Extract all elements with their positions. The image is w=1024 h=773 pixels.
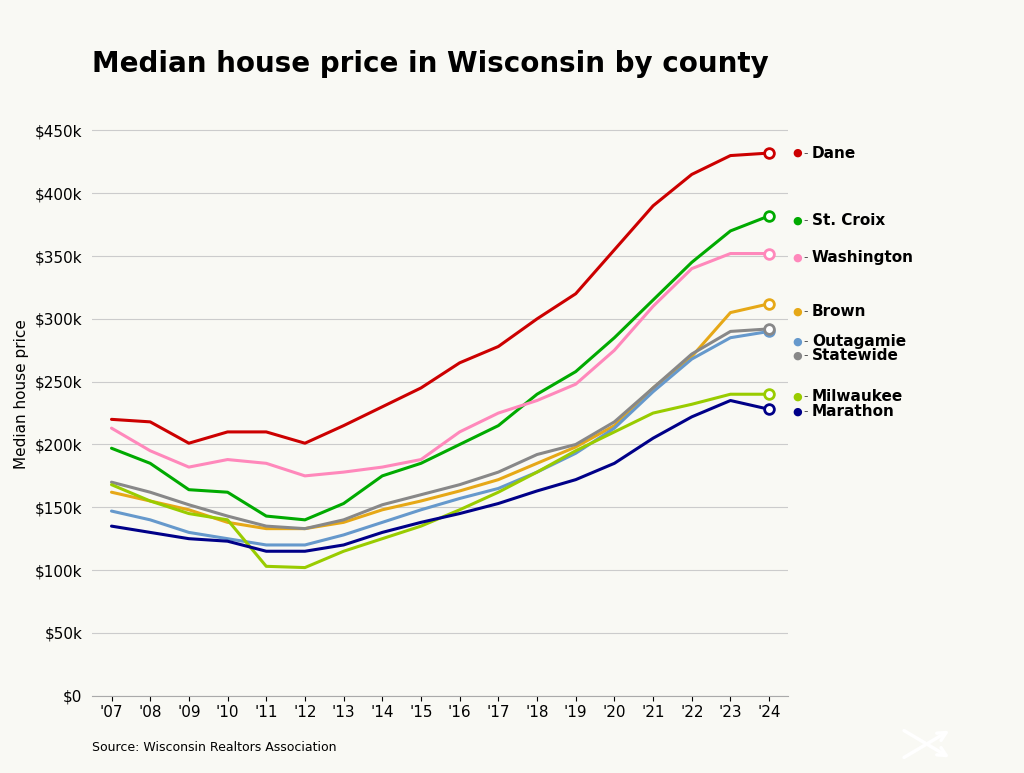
Y-axis label: Median house price: Median house price (14, 319, 30, 469)
Text: Statewide: Statewide (812, 348, 899, 363)
Text: ●: ● (793, 407, 803, 417)
Text: ●: ● (793, 216, 803, 226)
Text: ●: ● (793, 306, 803, 316)
Text: Brown: Brown (812, 304, 866, 318)
Text: Washington: Washington (812, 250, 914, 265)
Text: -: - (804, 335, 808, 348)
Text: -: - (804, 390, 808, 404)
Text: Source: Wisconsin Realtors Association: Source: Wisconsin Realtors Association (92, 741, 337, 754)
Text: -: - (804, 405, 808, 418)
Text: -: - (804, 305, 808, 318)
Text: Outagamie: Outagamie (812, 334, 906, 349)
Text: -: - (804, 147, 808, 159)
Text: -: - (804, 349, 808, 362)
Text: ●: ● (793, 336, 803, 346)
Text: ●: ● (793, 148, 803, 158)
Text: -: - (804, 214, 808, 227)
Text: ●: ● (793, 350, 803, 360)
Text: ●: ● (793, 252, 803, 262)
Text: St. Croix: St. Croix (812, 213, 886, 228)
Text: Dane: Dane (812, 145, 856, 161)
Text: -: - (804, 250, 808, 264)
Text: Milwaukee: Milwaukee (812, 390, 903, 404)
Text: ●: ● (793, 392, 803, 402)
Text: Median house price in Wisconsin by county: Median house price in Wisconsin by count… (92, 50, 769, 78)
Text: Marathon: Marathon (812, 404, 895, 419)
